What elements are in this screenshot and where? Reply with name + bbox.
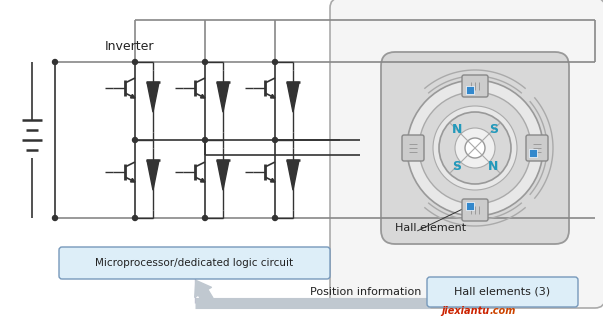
Text: jiexiantu: jiexiantu [442,306,490,316]
Circle shape [203,138,207,142]
Circle shape [133,60,137,65]
Text: N: N [488,160,499,173]
Text: Inverter: Inverter [105,39,154,52]
Polygon shape [271,178,275,182]
Polygon shape [217,82,229,112]
Text: S: S [489,123,498,136]
Polygon shape [130,95,135,98]
Circle shape [273,138,277,142]
FancyBboxPatch shape [59,247,330,279]
Polygon shape [287,82,299,112]
Text: S: S [452,160,461,173]
Text: N: N [452,123,462,136]
Circle shape [455,128,495,168]
Circle shape [52,215,57,220]
Circle shape [273,215,277,220]
Polygon shape [201,178,205,182]
FancyBboxPatch shape [402,135,424,161]
FancyBboxPatch shape [462,75,488,97]
Polygon shape [287,160,299,190]
Polygon shape [201,95,205,98]
FancyBboxPatch shape [427,277,578,307]
Circle shape [439,112,511,184]
Text: Hall elements (3): Hall elements (3) [455,287,551,297]
Text: .com: .com [490,306,516,316]
Polygon shape [147,160,159,190]
FancyArrowPatch shape [195,280,213,304]
Polygon shape [217,160,229,190]
Bar [529,149,537,157]
Circle shape [203,60,207,65]
Circle shape [203,215,207,220]
FancyBboxPatch shape [462,199,488,221]
Circle shape [419,92,531,204]
Circle shape [407,80,543,216]
FancyBboxPatch shape [526,135,548,161]
Text: Hall element: Hall element [395,223,466,233]
Polygon shape [271,95,275,98]
Circle shape [52,60,57,65]
Circle shape [133,215,137,220]
Bar [466,202,474,210]
Polygon shape [130,178,135,182]
FancyBboxPatch shape [330,0,603,308]
Circle shape [433,106,517,190]
Circle shape [133,138,137,142]
Text: Microprocessor/dedicated logic circuit: Microprocessor/dedicated logic circuit [95,258,294,268]
Circle shape [273,60,277,65]
Text: Position information: Position information [310,287,421,297]
Circle shape [465,138,485,158]
Polygon shape [147,82,159,112]
Bar [466,86,474,94]
FancyBboxPatch shape [381,52,569,244]
